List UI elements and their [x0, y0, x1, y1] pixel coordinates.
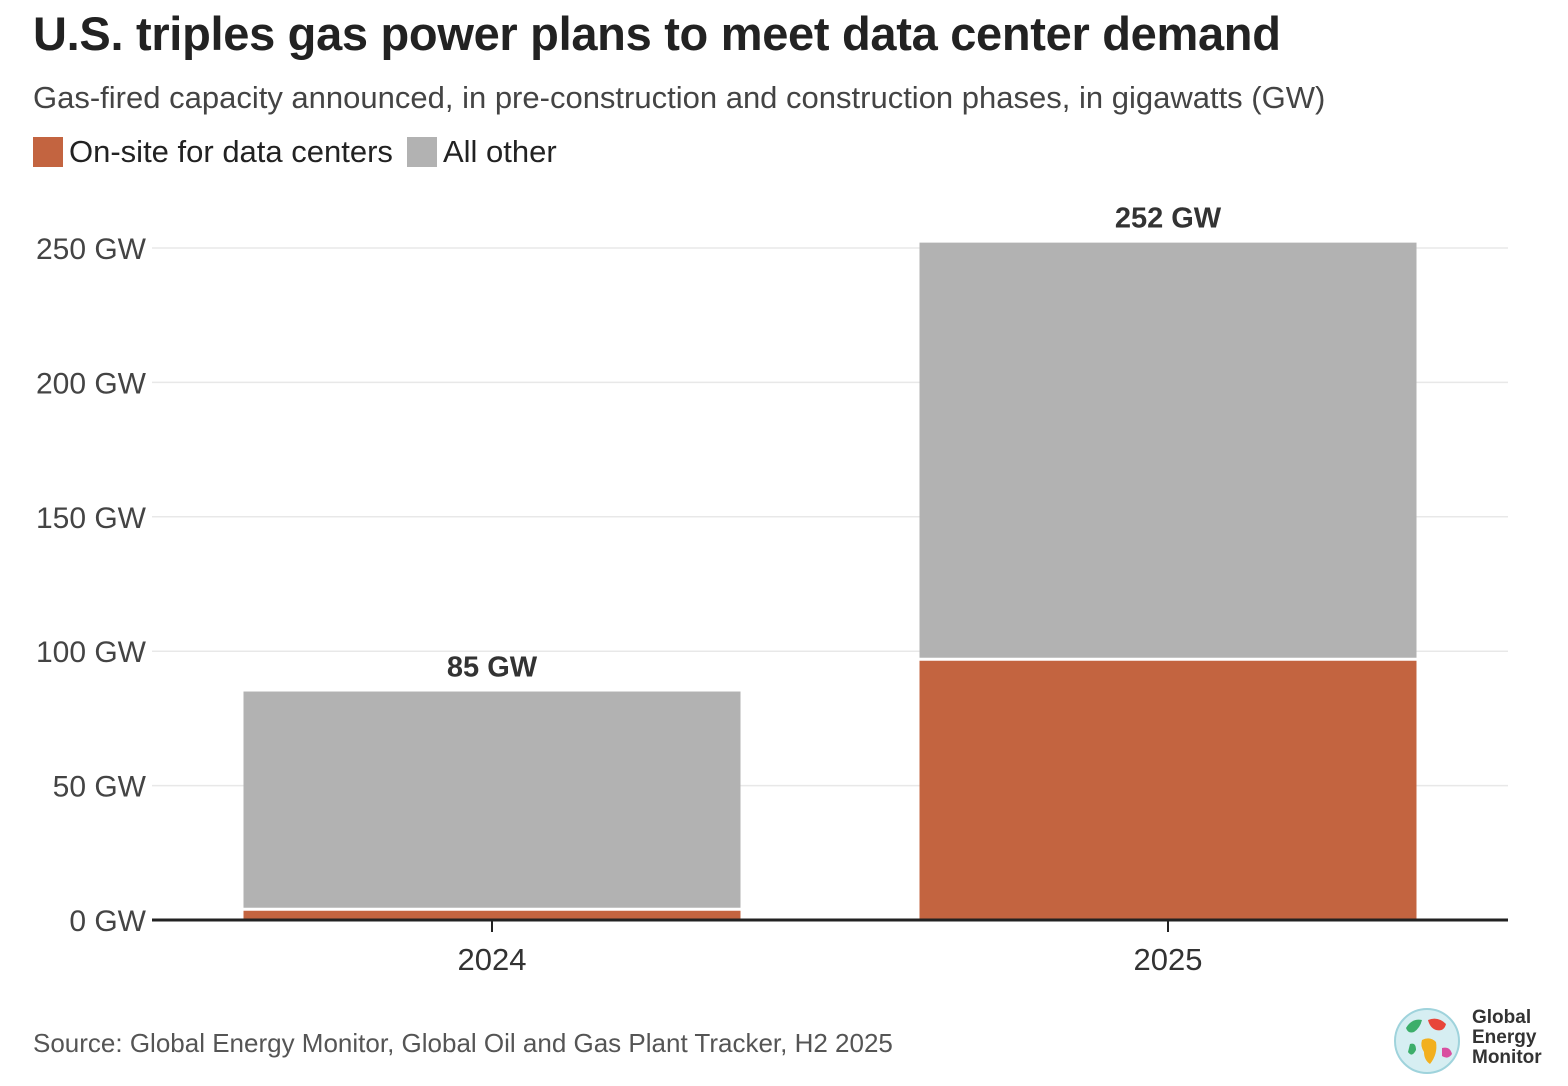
y-tick-label: 200 GW — [36, 367, 147, 400]
total-label: 252 GW — [1115, 203, 1222, 235]
global-energy-monitor-logo: Global Energy Monitor — [1392, 1006, 1552, 1076]
bar-segment-all-other-2025 — [919, 242, 1417, 660]
logo-line-1: Global — [1472, 1007, 1532, 1028]
legend-swatch-data-centers — [33, 137, 63, 167]
legend-swatch-all-other — [406, 137, 437, 167]
bar-segment-all-other-2024 — [243, 691, 741, 910]
chart-subtitle: Gas-fired capacity announced, in pre-con… — [33, 80, 1326, 115]
bar-segment-data-centers-2024 — [243, 909, 741, 920]
logo-line-3: Monitor — [1472, 1047, 1542, 1068]
chart-title: U.S. triples gas power plans to meet dat… — [33, 7, 1281, 60]
y-tick-label: 100 GW — [36, 636, 147, 669]
y-tick-label: 150 GW — [36, 502, 147, 535]
legend-item-data-centers: On-site for data centers — [33, 134, 393, 170]
y-tick-label: 50 GW — [53, 771, 147, 804]
y-tick-label: 0 GW — [69, 905, 146, 938]
total-label: 85 GW — [447, 652, 538, 684]
globe-icon — [1394, 1008, 1460, 1074]
bar-segment-data-centers-2025 — [919, 659, 1417, 920]
logo-line-2: Energy — [1472, 1027, 1537, 1048]
legend-item-all-other: All other — [406, 134, 557, 170]
legend: On-site for data centers All other — [33, 134, 571, 170]
y-tick-label: 250 GW — [36, 233, 147, 266]
bar-chart: 0 GW 50 GW 100 GW 150 GW 200 GW 250 GW 85 GW 20… — [36, 203, 1508, 977]
x-tick-label: 2025 — [1134, 942, 1203, 977]
legend-label-all-other: All other — [442, 134, 557, 169]
x-tick-label: 2024 — [458, 942, 527, 977]
source-note: Source: Global Energy Monitor, Global Oi… — [33, 1028, 893, 1058]
legend-label-data-centers: On-site for data centers — [69, 134, 393, 169]
logo-text: Global Energy Monitor — [1472, 1008, 1542, 1068]
